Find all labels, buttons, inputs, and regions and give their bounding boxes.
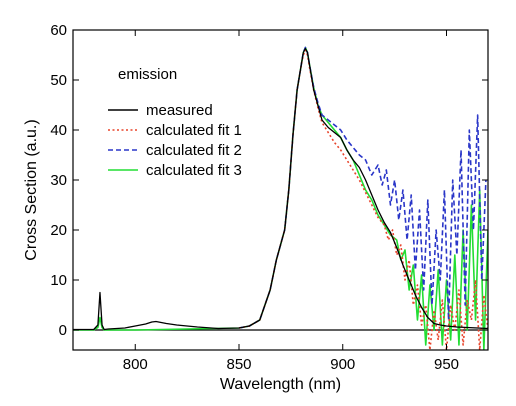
- x-tick-label: 800: [123, 356, 148, 373]
- y-axis-label: Cross Section (a.u.): [23, 119, 40, 260]
- legend-entry: calculated fit 1: [146, 122, 242, 139]
- legend-entry: measured: [146, 102, 213, 119]
- y-tick-label: 20: [50, 222, 67, 239]
- emission-annotation: emission: [118, 66, 177, 83]
- x-axis-label: Wavelength (nm): [220, 376, 341, 393]
- legend: measured calculated fit 1 calculated fit 2…: [108, 102, 242, 179]
- y-tick-label: 40: [50, 122, 67, 139]
- x-tick-label: 900: [330, 356, 355, 373]
- legend-entry: calculated fit 2: [146, 142, 242, 159]
- series-line-calculated-fit-3: [73, 46, 488, 350]
- series-layer: [73, 46, 488, 350]
- y-tick-label: 10: [50, 272, 67, 289]
- series-line-measured: [73, 47, 488, 331]
- x-tick-label: 950: [434, 356, 459, 373]
- y-tick-label: 60: [50, 22, 67, 39]
- y-tick-label: 30: [50, 172, 67, 189]
- y-tick-label: 0: [59, 322, 67, 339]
- plot-frame: [72, 29, 489, 351]
- y-tick-label: 50: [50, 72, 67, 89]
- ticks-layer: 800 850 900 950 0 10 20 30 40 50 60: [50, 22, 488, 373]
- series-line-calculated-fit-1: [238, 49, 488, 350]
- x-tick-label: 850: [226, 356, 251, 373]
- legend-entry: calculated fit 3: [146, 162, 242, 179]
- series-line-calculated-fit-2: [238, 46, 487, 329]
